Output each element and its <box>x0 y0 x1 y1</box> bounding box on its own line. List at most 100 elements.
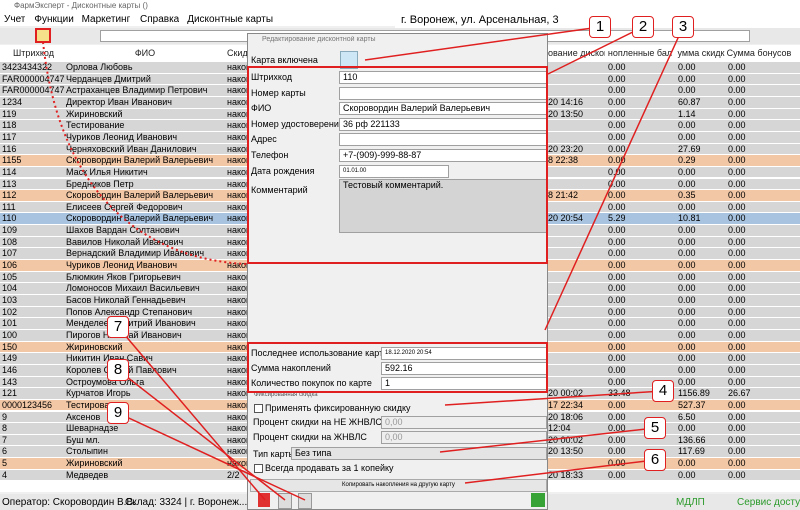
callout-number: 3 <box>672 16 694 38</box>
table-cell: 0.00 <box>678 260 696 271</box>
table-cell: 109 <box>2 225 18 236</box>
kopeck-checkbox[interactable] <box>254 464 263 473</box>
table-cell: Медведев <box>66 469 109 480</box>
table-cell: FAR0000047479 <box>2 73 65 84</box>
table-cell: накопи <box>227 120 247 131</box>
table-cell: 0.00 <box>608 434 626 445</box>
callout-number: 1 <box>589 16 611 38</box>
table-cell: 0.00 <box>608 446 626 457</box>
percent-input[interactable]: 0,00 <box>381 431 547 444</box>
table-cell: накопи <box>227 376 247 387</box>
menu-item[interactable]: Справка <box>140 14 180 25</box>
field-input[interactable]: 110 <box>339 71 547 84</box>
table-cell: накопи <box>227 295 247 305</box>
field-input[interactable]: 01.01.00 <box>339 164 449 178</box>
callout-number: 9 <box>107 402 129 424</box>
table-cell: 0.00 <box>608 143 626 154</box>
table-cell: 527.37 <box>678 399 706 410</box>
table-cell: 1155 <box>2 155 22 166</box>
table-cell: 102 <box>2 306 18 317</box>
table-cell: 0.00 <box>678 364 696 375</box>
table-cell: 26.67 <box>728 388 751 399</box>
table-cell: 0.00 <box>608 364 626 375</box>
table-cell: 0.00 <box>728 295 746 305</box>
table-cell: 6 <box>2 446 8 457</box>
table-cell: Астраханцев Владимир Петрович <box>66 85 208 96</box>
table-cell: 0.00 <box>608 108 626 119</box>
menu-item[interactable]: Маркетинг <box>81 14 131 25</box>
table-cell: Менделеев Дмитрий Иванович <box>66 318 196 329</box>
menu-item[interactable]: Учет <box>4 14 26 25</box>
callout-number: 8 <box>107 359 129 381</box>
menu-bar: Учет Функции Маркетинг Справка Дисконтные ка… <box>0 13 395 26</box>
comment-input[interactable]: Тестовый комментарий. <box>339 179 547 233</box>
table-cell: 0.00 <box>728 411 746 422</box>
dialog-title: Редактирование дисконтной карты <box>262 36 376 43</box>
table-cell: накопи <box>227 108 247 119</box>
table-cell: 20 13:50 <box>548 446 584 457</box>
table-cell: накопи <box>227 190 247 201</box>
callout-number: 4 <box>652 380 674 402</box>
table-cell: 0.00 <box>678 85 696 96</box>
table-cell: 0.00 <box>728 236 746 247</box>
table-cell: накопи <box>227 178 247 189</box>
table-cell: FAR0000047478 <box>2 85 65 96</box>
table-cell: накопи <box>227 434 247 445</box>
table-cell: 0.00 <box>728 271 746 282</box>
table-cell: 0.00 <box>728 213 746 224</box>
table-cell: 8 22:38 <box>548 155 579 166</box>
table-cell: накопи <box>227 423 247 434</box>
table-cell: 0.00 <box>678 341 696 352</box>
window-title: ФармЭксперт - Дисконтные карты () <box>14 1 148 10</box>
table-cell: накопи <box>227 143 247 154</box>
field-label: Штрихкод <box>251 72 293 82</box>
table-cell: Тестирование <box>66 399 125 410</box>
column-header: Скид <box>227 48 247 58</box>
table-cell: 0.00 <box>678 295 696 305</box>
table-cell: 0.00 <box>608 260 626 271</box>
table-cell: 0.00 <box>608 271 626 282</box>
table-cell: 116 <box>2 143 17 154</box>
table-cell: накопи <box>227 62 247 72</box>
column-header: ование дисконт <box>548 48 605 58</box>
percent-label: Процент скидки на ЖНВЛС <box>253 432 367 442</box>
stat-label: Количество покупок по карте <box>251 378 372 388</box>
enabled-toggle[interactable] <box>340 51 358 69</box>
table-cell: 0.00 <box>728 434 746 445</box>
table-cell: 114 <box>2 166 17 177</box>
table-cell: 118 <box>2 120 17 131</box>
table-cell: 1156.89 <box>678 388 710 399</box>
stat-input[interactable]: 1 <box>381 377 547 390</box>
table-cell: накопи <box>227 225 247 236</box>
tool-button[interactable] <box>298 493 312 509</box>
callout-line <box>117 412 306 501</box>
table-cell: 5.29 <box>608 213 626 224</box>
table-cell: накопи <box>227 131 247 142</box>
percent-input[interactable]: 0,00 <box>381 416 547 429</box>
table-cell: Черняховский Иван Данилович <box>66 143 197 154</box>
delete-button[interactable] <box>258 493 270 507</box>
menu-item[interactable]: Функции <box>34 14 74 25</box>
type-select[interactable]: Без типа <box>291 447 547 460</box>
table-cell: 20 23:20 <box>548 143 584 154</box>
table-cell: 0.00 <box>608 411 626 422</box>
table-cell: накопи <box>227 236 247 247</box>
table-cell: 1234 <box>2 96 23 107</box>
table-cell: 0.00 <box>608 236 626 247</box>
table-cell: Шахов Вардан Солтанович <box>66 225 180 236</box>
table-cell: 0.00 <box>608 283 626 294</box>
table-cell: накопи <box>227 213 247 224</box>
table-cell: 0.00 <box>608 73 626 84</box>
table-cell: 0.00 <box>728 120 746 131</box>
table-cell: 20 00:02 <box>548 434 584 445</box>
table-cell: 103 <box>2 295 18 305</box>
table-cell: Чуриков Леонид Иванович <box>66 131 178 142</box>
save-button[interactable] <box>531 493 545 507</box>
fixed-checkbox[interactable] <box>254 404 263 413</box>
table-cell: 0.00 <box>678 166 696 177</box>
table-cell: накопи <box>227 248 247 259</box>
menu-item[interactable]: Дисконтные карты <box>187 14 274 25</box>
status-operator: Оператор: Скоровордин В.В. <box>2 497 136 508</box>
table-cell: накопи <box>227 155 247 166</box>
